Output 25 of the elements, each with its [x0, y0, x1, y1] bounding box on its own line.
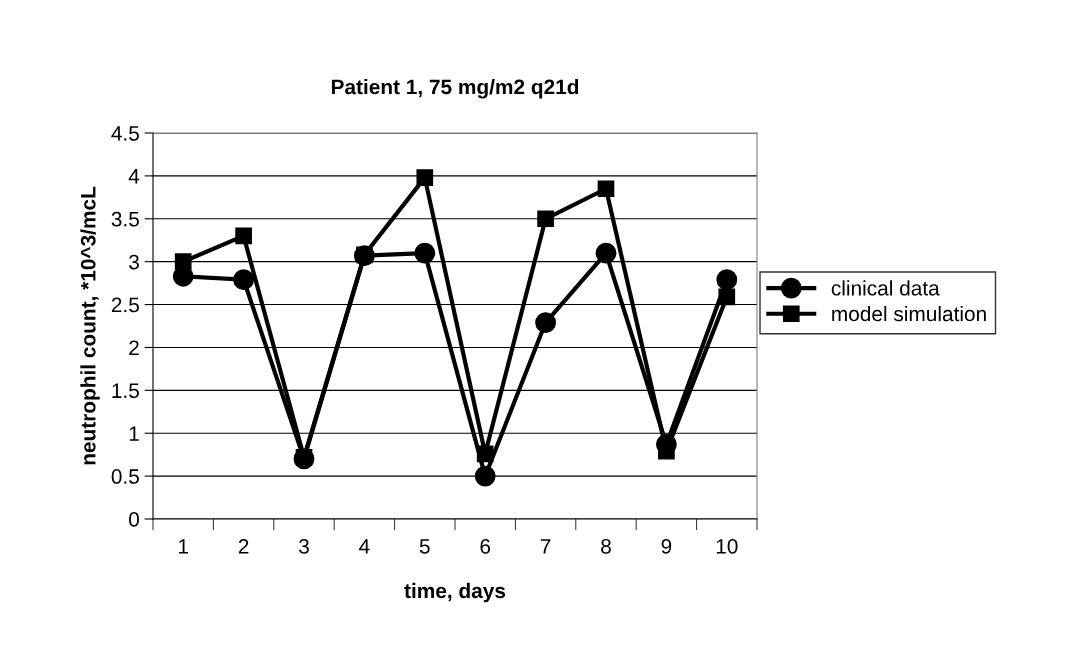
y-tick-label: 2.5 [111, 297, 139, 313]
y-tick-label: 1 [129, 426, 139, 441]
y-tick-label: 2 [129, 340, 139, 355]
x-tick-label: 6 [480, 538, 491, 554]
x-tick-label: 2 [238, 538, 249, 554]
y-tick-label: 0 [129, 512, 139, 527]
y-tick-label: 3.5 [111, 211, 139, 227]
x-tick-label: 1 [179, 539, 188, 554]
x-tick-label: 5 [419, 539, 430, 554]
y-tick-label: 3 [129, 254, 139, 270]
x-tick-label: 3 [299, 538, 309, 554]
legend-label: model simulation [832, 305, 986, 322]
x-tick-label: 9 [661, 538, 672, 554]
y-tick-label: 1.5 [112, 383, 139, 399]
x-tick-label: 7 [540, 539, 551, 554]
y-axis-title: neutrophil count, *10^3/mcL [80, 186, 100, 465]
x-tick-label: 8 [601, 538, 611, 554]
y-tick-label: 0.5 [111, 469, 139, 484]
y-tick-label: 4 [128, 169, 140, 184]
x-tick-label: 4 [359, 539, 370, 554]
legend-label: clinical data [831, 280, 940, 296]
x-axis-title: time, days [404, 582, 506, 603]
y-tick-label: 4.5 [111, 126, 139, 141]
x-tick-label: 10 [716, 538, 738, 554]
chart-title: Patient 1, 75 mg/m2 q21d [331, 79, 579, 99]
